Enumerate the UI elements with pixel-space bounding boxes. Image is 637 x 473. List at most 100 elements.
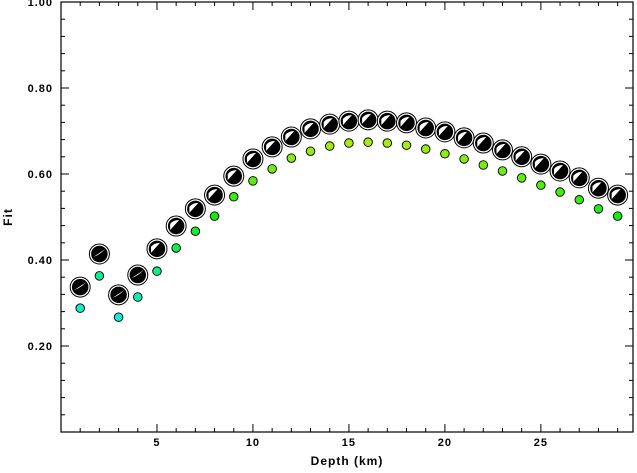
- fit-dot: [324, 141, 335, 151]
- beachball-circle: [396, 113, 417, 133]
- beachball-quadrant: [150, 242, 160, 253]
- fit-dot: [75, 303, 85, 313]
- fit-dot: [497, 166, 508, 176]
- fit-dot: [536, 180, 546, 190]
- fit-dot: [171, 243, 181, 253]
- y-tick-labels: 0.20 0.40 0.60 0.80 1.00: [28, 0, 53, 353]
- beachball-circle: [607, 185, 628, 205]
- beachball-quadrant: [362, 113, 372, 124]
- beachball-quadrant: [342, 115, 352, 126]
- beachball-outline: [453, 127, 475, 149]
- beachball-circle: [492, 140, 513, 160]
- beachball-icon: [357, 109, 379, 131]
- beachball-icon: [396, 112, 418, 134]
- fit-dot: [113, 312, 124, 322]
- beachball-quadrant: [227, 170, 237, 181]
- beachball-circle: [224, 166, 244, 186]
- beachball-icon: [338, 110, 360, 132]
- beachball-circle: [339, 111, 359, 131]
- beachball-icon: [261, 136, 283, 158]
- fit-dot: [478, 160, 489, 170]
- axis-ticks: [61, 2, 633, 432]
- beachball-outline: [223, 165, 245, 187]
- beachball-outline: [165, 215, 187, 237]
- beachball-icon: [165, 215, 187, 237]
- beachball-outline: [396, 112, 418, 134]
- x-tick-labels: 5 10 15 20 25: [153, 437, 548, 449]
- y-tick-label: 0.20: [28, 341, 53, 353]
- beachball-icon: [184, 198, 206, 220]
- beachball-icon: [223, 165, 245, 187]
- fit-dot: [363, 137, 373, 147]
- beachball-icon: [415, 117, 437, 139]
- beachball-icon: [300, 118, 322, 140]
- beachball-quadrant: [74, 282, 87, 291]
- beachball-quadrant: [266, 140, 276, 151]
- beachball-circle: [588, 178, 609, 198]
- beachball-outline: [146, 238, 168, 260]
- fit-dot: [516, 173, 527, 183]
- beachball-icon: [530, 153, 552, 175]
- beachball-quadrant: [170, 220, 180, 231]
- fit-dot: [305, 146, 316, 156]
- beachball-outline: [434, 121, 456, 143]
- beachball-outline: [69, 276, 91, 298]
- beachball-circle: [166, 216, 186, 236]
- beachball-circle: [473, 133, 494, 153]
- beachball-icon: [549, 160, 571, 182]
- fit-dot: [286, 153, 297, 163]
- beachball-circle: [262, 137, 282, 157]
- fit-dot: [420, 144, 431, 154]
- y-tick-label: 0.60: [28, 169, 53, 181]
- y-tick-label: 1.00: [28, 0, 53, 9]
- beachball-outline: [280, 126, 302, 148]
- x-tick-label: 5: [153, 437, 160, 449]
- fit-dot: [401, 140, 412, 150]
- beachball-circle: [319, 114, 340, 134]
- beachball-quadrant: [438, 125, 448, 136]
- beachball-quadrant: [304, 122, 314, 133]
- beachball-circle: [454, 128, 474, 148]
- beachball-icon: [511, 146, 533, 168]
- beachball-quadrant: [131, 270, 144, 279]
- beachball-outline: [127, 264, 149, 286]
- beachball-outline: [568, 167, 590, 189]
- beachball-quadrant: [554, 164, 564, 175]
- beachball-icon: [69, 276, 91, 298]
- beachball-outline: [491, 139, 513, 161]
- y-tick-label: 0.80: [28, 83, 53, 95]
- beachball-outline: [261, 136, 283, 158]
- beachball-circle: [415, 118, 436, 138]
- beachball-outline: [184, 198, 206, 220]
- plot-frame: [60, 1, 634, 433]
- beachball-series: [69, 109, 629, 306]
- beachball-outline: [472, 132, 494, 154]
- beachball-quadrant: [93, 248, 106, 257]
- beachball-icon: [146, 238, 168, 260]
- beachball-quadrant: [458, 131, 468, 142]
- x-tick-label: 25: [534, 437, 548, 449]
- beachball-icon: [319, 113, 341, 135]
- beachball-quadrant: [246, 152, 256, 163]
- fit-dot: [344, 138, 354, 148]
- fit-dot: [555, 187, 565, 197]
- fit-dot: [593, 204, 604, 214]
- fit-dot: [229, 192, 239, 202]
- fit-dot: [459, 154, 469, 164]
- beachball-circle: [147, 239, 167, 259]
- beachball-outline: [511, 146, 533, 168]
- beachball-icon: [127, 264, 149, 286]
- x-tick-label: 20: [438, 437, 452, 449]
- beachball-circle: [569, 168, 590, 188]
- x-tick-label: 10: [246, 437, 260, 449]
- beachball-outline: [587, 177, 609, 199]
- beachball-quadrant: [208, 189, 218, 200]
- fit-dot: [574, 195, 585, 205]
- beachball-icon: [88, 243, 110, 265]
- beachball-icon: [434, 121, 456, 143]
- dot-series: [75, 137, 623, 322]
- fit-dot: [440, 149, 450, 159]
- beachball-circle: [243, 149, 263, 169]
- fit-dot: [612, 211, 623, 221]
